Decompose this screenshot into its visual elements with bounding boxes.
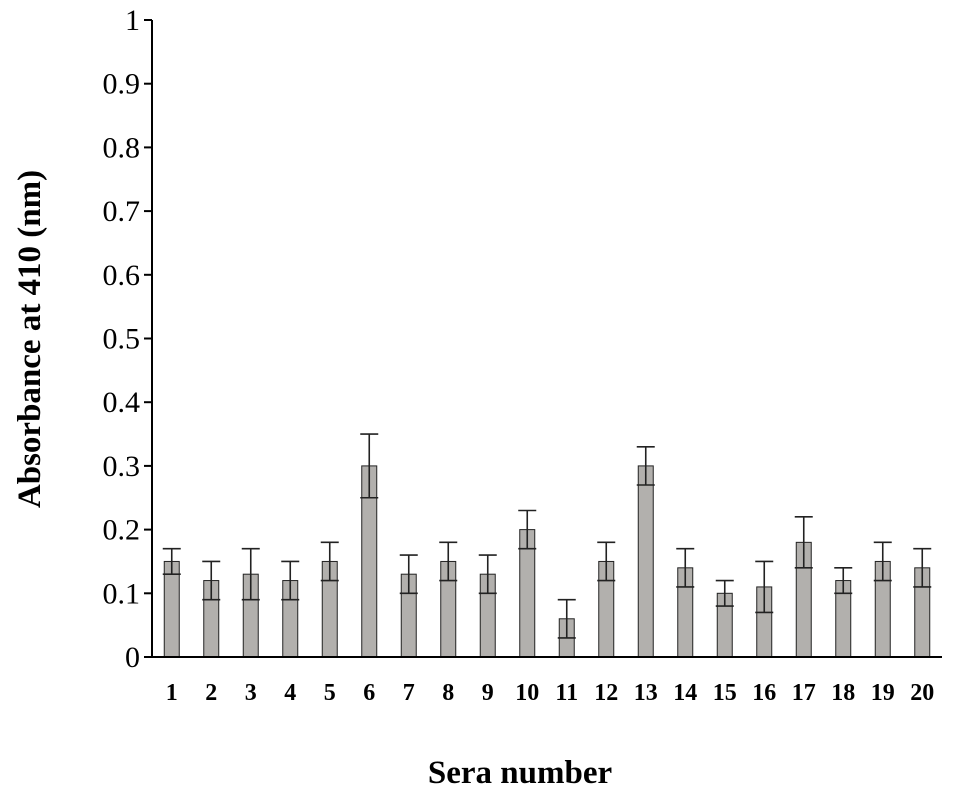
x-tick-label-20: 20 [910,680,934,706]
error-bar-1 [162,547,181,575]
error-bar-20 [913,547,932,588]
error-bar-17 [794,516,813,569]
x-tick-label-1: 1 [166,680,178,706]
bar-13 [637,465,654,658]
error-bar-9 [478,554,497,595]
y-tick-label: 0.7 [103,195,141,228]
error-bar-11 [557,598,576,639]
x-tick-label-5: 5 [324,680,336,706]
error-bar-19 [873,541,892,582]
y-tick-label: 0.9 [103,68,141,101]
x-tick-label-14: 14 [673,680,697,706]
error-bar-18 [834,567,853,595]
y-tick-label: 0.8 [103,131,141,164]
error-bar-15 [715,579,734,607]
y-tick-label: 0.4 [103,386,141,419]
error-bar-16 [755,560,774,614]
error-bar-8 [439,541,458,582]
error-bar-4 [281,560,300,601]
x-tick-label-8: 8 [442,680,454,706]
error-bar-13 [636,445,655,486]
bar-1 [163,560,180,658]
x-tick-label-19: 19 [871,680,895,706]
y-tick-label: 1 [125,4,140,37]
x-tick-label-4: 4 [284,680,296,706]
y-tick-label: 0 [125,641,140,674]
y-tick-label: 0.3 [103,450,141,483]
y-tick-label: 0.1 [103,577,141,610]
x-tick-label-18: 18 [831,680,855,706]
y-tick-label: 0.6 [103,259,141,292]
chart-axes: 1 2 3 4 5 6 7 8 9 10 11 12 13 14 15 16 17 18 19 2000.10.20.… [103,4,942,706]
y-axis-title: Absorbance at 410 (nm) [12,170,48,508]
x-axis-title: Sera number [428,755,612,789]
x-tick-label-12: 12 [594,680,618,706]
x-tick-label-2: 2 [205,680,217,706]
y-tick-label: 0.5 [103,323,141,356]
y-tick-label: 0.2 [103,514,141,547]
chart-marks [162,433,932,658]
x-tick-label-11: 11 [555,680,578,706]
error-bar-6 [360,433,379,499]
x-tick-label-3: 3 [245,680,257,706]
x-tick-label-13: 13 [634,680,658,706]
error-bar-12 [597,541,616,582]
x-tick-label-16: 16 [752,680,776,706]
x-tick-label-6: 6 [363,680,375,706]
error-bar-3 [241,547,260,601]
error-bar-7 [399,554,418,595]
x-tick-label-15: 15 [713,680,737,706]
error-bar-14 [676,547,695,588]
x-tick-label-10: 10 [515,680,539,706]
error-bar-5 [320,541,339,582]
error-bar-2 [202,560,221,601]
x-tick-label-9: 9 [482,680,494,706]
x-tick-label-17: 17 [792,680,816,706]
x-tick-label-7: 7 [403,680,415,706]
error-bar-10 [518,509,537,550]
